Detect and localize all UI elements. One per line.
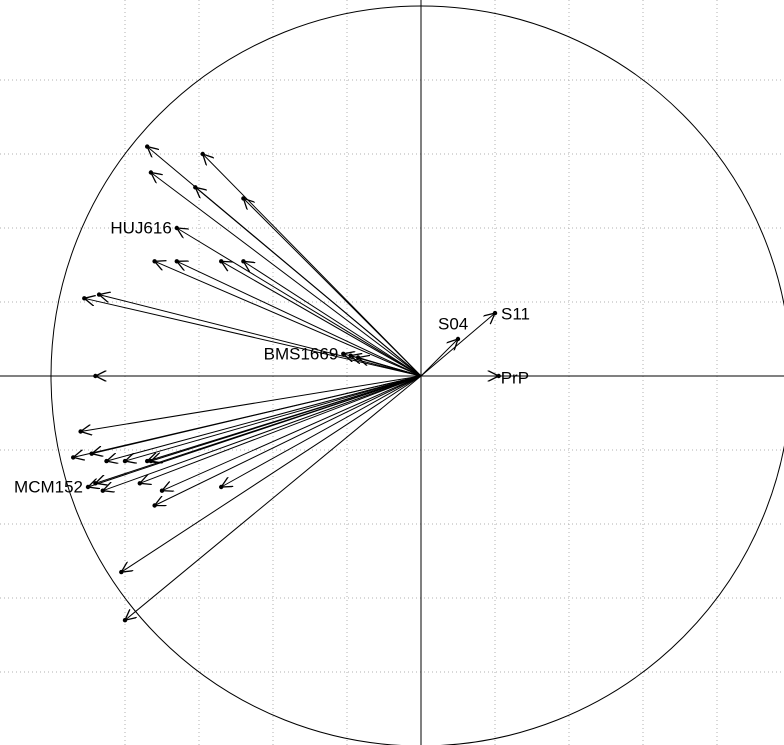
vector-point: [348, 353, 353, 358]
vector-point: [122, 458, 128, 464]
vector-point: [93, 373, 98, 379]
vector-point: [341, 351, 346, 356]
vector-arrow: [121, 375, 422, 572]
vector-point: [122, 618, 128, 623]
vector-point: [82, 296, 87, 301]
vector-point: [148, 170, 154, 175]
vector-arrow: [155, 261, 422, 377]
vector-point: [152, 503, 157, 508]
unit-circle: [50, 5, 784, 745]
vector-arrow: [162, 375, 422, 491]
vector-point: [159, 488, 165, 493]
vector-point: [174, 259, 179, 264]
vector-point: [145, 144, 150, 149]
vectors-layer: [71, 144, 501, 623]
vector-label: MCM152: [14, 477, 83, 496]
vector-label: PrP: [501, 368, 529, 387]
vector-point: [174, 225, 179, 231]
vector-arrow: [151, 173, 422, 377]
vector-arrow: [125, 375, 422, 461]
vector-point: [96, 292, 102, 297]
vector-point: [200, 151, 205, 157]
vector-label: BMS1669: [264, 344, 339, 363]
vector-arrow: [243, 198, 422, 377]
labels-layer: HUJ616 BMS1669 MCM152 PrP S04 S11: [14, 218, 530, 496]
vector-point: [455, 336, 461, 342]
vector-point: [100, 488, 106, 493]
vector-point: [137, 481, 142, 486]
vector-arrow: [140, 375, 422, 483]
vector-point: [85, 484, 91, 490]
vector-arrow: [177, 261, 422, 377]
vector-point: [496, 373, 501, 379]
vector-point: [119, 569, 124, 575]
vector-arrow: [107, 375, 422, 461]
vector-arrow: [81, 375, 422, 432]
vector-point: [219, 484, 224, 490]
vector-arrow: [92, 375, 422, 454]
vector-arrow: [88, 375, 422, 487]
vector-arrow: [420, 313, 495, 377]
vector-point: [104, 458, 109, 464]
vector-point: [78, 429, 83, 434]
vector-point: [89, 451, 94, 456]
vector-arrow: [103, 375, 422, 491]
vector-label: HUJ616: [110, 218, 171, 237]
vector-arrow: [125, 375, 422, 620]
vector-arrow: [221, 375, 422, 487]
vector-point: [355, 355, 361, 360]
vector-arrow: [84, 298, 422, 377]
vector-arrow: [177, 228, 422, 377]
vector-point: [145, 458, 150, 464]
vector-point: [71, 455, 76, 460]
vector-point: [241, 196, 246, 201]
vector-arrow: [195, 187, 422, 377]
unit-circle-layer: [50, 5, 784, 745]
vector-label: S04: [438, 314, 468, 333]
vector-arrow: [358, 358, 422, 377]
vector-point: [193, 185, 198, 190]
vector-arrow: [147, 375, 422, 461]
vector-arrow: [155, 375, 422, 506]
vector-point: [152, 259, 157, 264]
vector-label: S11: [501, 305, 530, 324]
vector-arrow: [420, 339, 458, 377]
vector-point: [241, 259, 246, 264]
vector-point: [219, 259, 224, 264]
vector-point: [492, 310, 498, 316]
vector-arrow: [221, 261, 422, 377]
vector-arrow: [243, 261, 422, 377]
